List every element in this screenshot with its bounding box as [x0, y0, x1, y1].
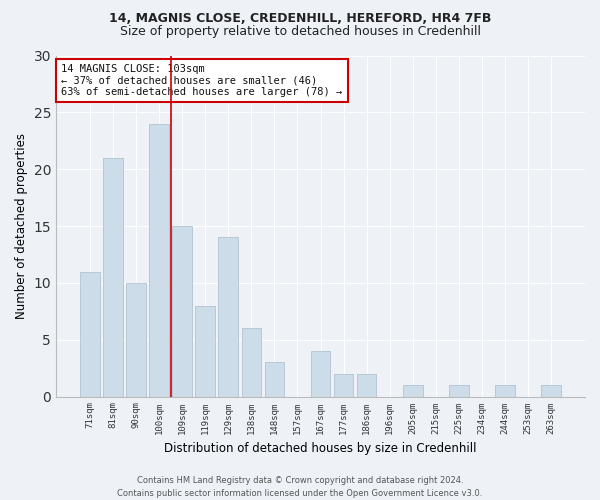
X-axis label: Distribution of detached houses by size in Credenhill: Distribution of detached houses by size … — [164, 442, 477, 455]
Bar — [357, 374, 376, 396]
Bar — [172, 226, 192, 396]
Bar — [541, 385, 561, 396]
Bar — [149, 124, 169, 396]
Text: Contains HM Land Registry data © Crown copyright and database right 2024.
Contai: Contains HM Land Registry data © Crown c… — [118, 476, 482, 498]
Bar — [103, 158, 123, 396]
Bar — [265, 362, 284, 396]
Y-axis label: Number of detached properties: Number of detached properties — [15, 133, 28, 319]
Bar — [196, 306, 215, 396]
Bar — [311, 351, 331, 397]
Bar — [495, 385, 515, 396]
Bar — [334, 374, 353, 396]
Bar — [403, 385, 422, 396]
Text: Size of property relative to detached houses in Credenhill: Size of property relative to detached ho… — [119, 25, 481, 38]
Text: 14 MAGNIS CLOSE: 103sqm
← 37% of detached houses are smaller (46)
63% of semi-de: 14 MAGNIS CLOSE: 103sqm ← 37% of detache… — [61, 64, 343, 97]
Bar — [218, 238, 238, 396]
Bar — [449, 385, 469, 396]
Bar — [126, 283, 146, 397]
Text: 14, MAGNIS CLOSE, CREDENHILL, HEREFORD, HR4 7FB: 14, MAGNIS CLOSE, CREDENHILL, HEREFORD, … — [109, 12, 491, 26]
Bar — [80, 272, 100, 396]
Bar — [242, 328, 261, 396]
